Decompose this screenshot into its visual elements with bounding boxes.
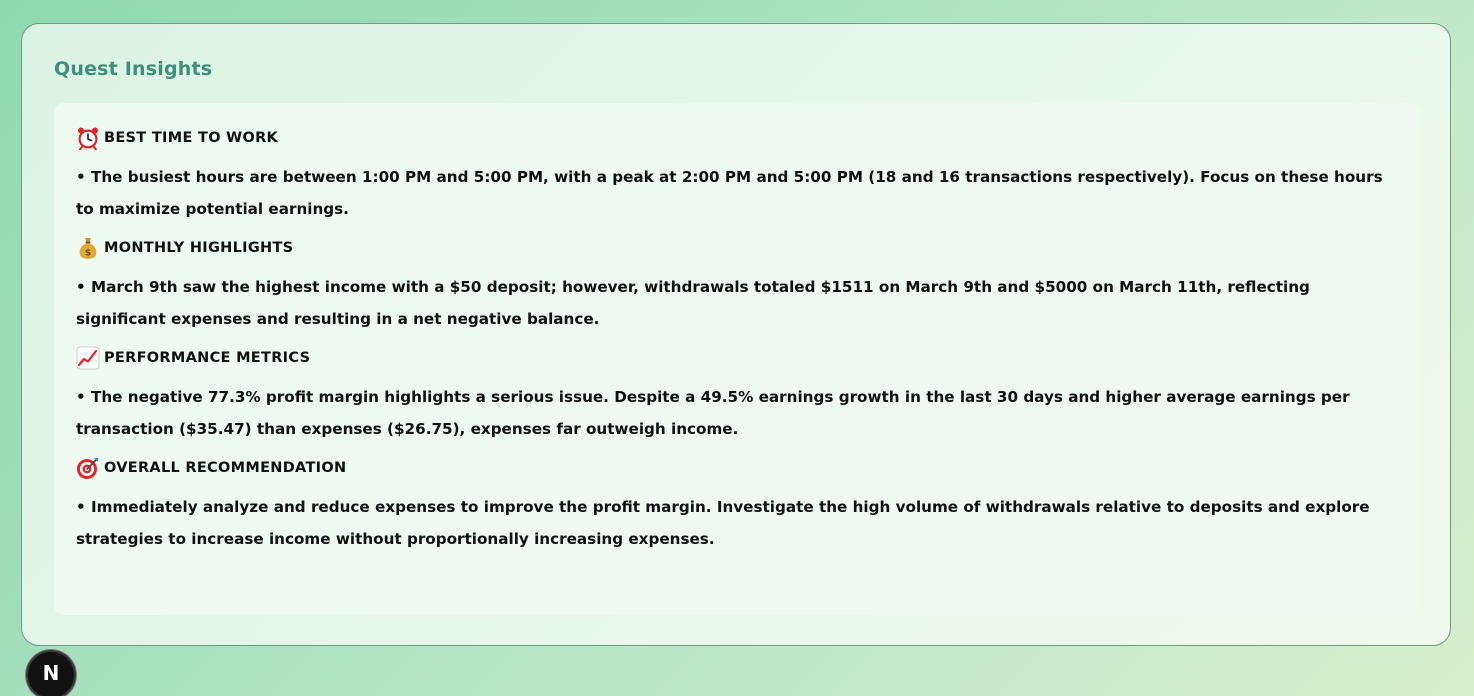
section-body: • The negative 77.3% profit margin highl… (76, 388, 1350, 438)
svg-text:$: $ (85, 249, 91, 259)
section-title: Monthly Highlights (104, 240, 294, 256)
section-performance-metrics: Performance Metrics • The negative 77.3%… (76, 343, 1398, 445)
section-monthly-highlights: $ Monthly Highlights • March 9th saw the… (76, 233, 1398, 335)
section-heading: $ Monthly Highlights (76, 233, 1398, 263)
section-heading: Overall Recommendation (76, 453, 1398, 483)
section-best-time: Best Time to Work • The busiest hours ar… (76, 123, 1398, 225)
alarm-clock-icon (76, 126, 100, 150)
insights-box: Best Time to Work • The busiest hours ar… (54, 103, 1420, 615)
section-title: Performance Metrics (104, 350, 311, 366)
section-heading: Best Time to Work (76, 123, 1398, 153)
quest-insights-card: Quest Insights Best Time to Wor (21, 23, 1451, 646)
badge-letter: N (42, 661, 60, 685)
section-heading: Performance Metrics (76, 343, 1398, 373)
section-body: • March 9th saw the highest income with … (76, 278, 1310, 328)
money-bag-icon: $ (76, 236, 100, 260)
card-title: Quest Insights (54, 58, 213, 80)
section-title: Best Time to Work (104, 130, 279, 146)
nextjs-logo-icon[interactable]: N (26, 650, 76, 696)
section-overall-recommendation: Overall Recommendation • Immediately ana… (76, 453, 1398, 555)
chart-increasing-icon (76, 346, 100, 370)
section-body: • The busiest hours are between 1:00 PM … (76, 168, 1383, 218)
target-icon (76, 456, 100, 480)
section-title: Overall Recommendation (104, 460, 347, 476)
section-body: • Immediately analyze and reduce expense… (76, 498, 1370, 548)
